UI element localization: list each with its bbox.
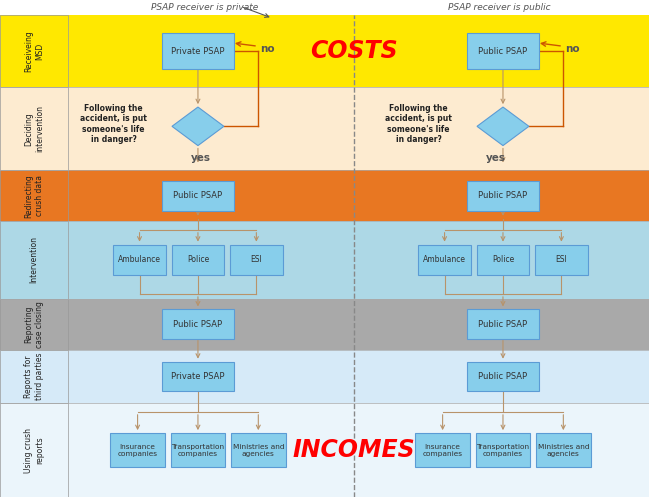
Text: Public PSAP: Public PSAP [173,320,223,329]
FancyBboxPatch shape [535,245,588,275]
Text: Receiveing
MSD: Receiveing MSD [25,30,43,72]
Text: Ministries and
agencies: Ministries and agencies [232,444,284,457]
Text: Private PSAP: Private PSAP [171,372,225,381]
Text: PSAP receiver is public: PSAP receiver is public [448,3,551,12]
Text: Private PSAP: Private PSAP [171,47,225,56]
Bar [0,350,68,403]
FancyBboxPatch shape [171,245,225,275]
Text: yes: yes [191,153,211,163]
FancyBboxPatch shape [171,433,225,467]
Text: yes: yes [486,153,506,163]
Text: COSTS: COSTS [310,39,398,63]
Bar [0,15,68,87]
FancyBboxPatch shape [162,362,234,391]
Bar [0,350,649,403]
Text: Police: Police [492,255,514,264]
Bar [0,221,68,299]
Polygon shape [172,107,224,146]
FancyBboxPatch shape [467,33,539,69]
Polygon shape [477,107,529,146]
Text: Ambulance: Ambulance [423,255,466,264]
Bar [0,403,649,497]
FancyBboxPatch shape [467,362,539,391]
FancyBboxPatch shape [162,33,234,69]
FancyBboxPatch shape [476,245,530,275]
FancyBboxPatch shape [419,245,471,275]
Text: Transportation
companies: Transportation companies [476,444,530,457]
Text: Police: Police [187,255,209,264]
Text: no: no [565,44,580,54]
Text: Public PSAP: Public PSAP [478,191,528,200]
FancyBboxPatch shape [476,433,530,467]
FancyBboxPatch shape [230,245,283,275]
Text: Reporting
case closing: Reporting case closing [25,301,43,348]
Text: Transportation
companies: Transportation companies [171,444,225,457]
Text: ESI: ESI [556,255,567,264]
Text: Insurance
companies: Insurance companies [117,444,158,457]
FancyBboxPatch shape [162,309,234,339]
Bar [0,299,649,350]
FancyBboxPatch shape [415,433,470,467]
Text: Public PSAP: Public PSAP [478,320,528,329]
Text: PSAP receiver is private: PSAP receiver is private [151,3,258,12]
Text: Intervention: Intervention [30,237,38,283]
Text: no: no [260,44,275,54]
Bar [0,87,649,170]
Text: ESI: ESI [251,255,262,264]
Bar [0,170,68,221]
Bar [0,221,649,299]
Bar [0,15,649,87]
Text: Reports for
third parties: Reports for third parties [25,353,43,400]
FancyBboxPatch shape [536,433,591,467]
Bar [0,403,68,497]
Bar [0,299,68,350]
Text: INCOMES: INCOMES [293,438,415,462]
Text: Using crush
reports: Using crush reports [25,427,43,473]
FancyBboxPatch shape [231,433,286,467]
Text: Following the
accident, is put
someone's life
in danger?: Following the accident, is put someone's… [80,104,147,144]
Text: Ministries and
agencies: Ministries and agencies [537,444,589,457]
FancyBboxPatch shape [113,245,166,275]
Bar [0,87,68,170]
FancyBboxPatch shape [467,309,539,339]
Text: Public PSAP: Public PSAP [478,47,528,56]
Text: Ambulance: Ambulance [118,255,161,264]
FancyBboxPatch shape [162,181,234,211]
Text: Public PSAP: Public PSAP [478,372,528,381]
Text: Following the
accident, is put
someone's life
in danger?: Following the accident, is put someone's… [385,104,452,144]
Text: Insurance
companies: Insurance companies [422,444,463,457]
Text: Redirecting
crush data: Redirecting crush data [25,174,43,218]
Text: Public PSAP: Public PSAP [173,191,223,200]
Text: Deciding
intervention: Deciding intervention [25,105,43,152]
FancyBboxPatch shape [110,433,165,467]
FancyBboxPatch shape [467,181,539,211]
Bar [0,170,649,221]
